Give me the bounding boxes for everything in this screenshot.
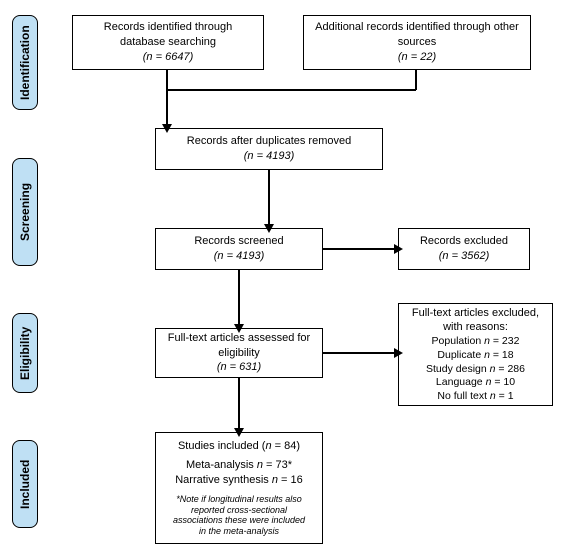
stage-included: Included: [12, 440, 38, 528]
box-count: (n = 22): [398, 50, 436, 65]
stage-screening: Screening: [12, 158, 38, 266]
exclusion-reason: Population n = 232: [426, 335, 525, 349]
box-count: (n = 631): [217, 360, 261, 375]
meta-analysis-line: Meta-analysis n = 73*: [186, 458, 292, 473]
box-count: (n = 4193): [214, 249, 265, 264]
exclusion-reason: Study design n = 286: [426, 363, 525, 377]
box-fulltext-excluded: Full-text articles excluded, with reason…: [398, 303, 553, 406]
exclusion-reason: No full text n = 1: [426, 390, 525, 404]
box-other-sources: Additional records identified through ot…: [303, 15, 531, 70]
box-title: Records screened: [194, 234, 283, 249]
box-title: Full-text articles excluded, with reason…: [407, 306, 544, 336]
box-title: Additional records identified through ot…: [312, 20, 522, 50]
stage-identification: Identification: [12, 15, 38, 110]
exclusion-reason: Duplicate n = 18: [426, 349, 525, 363]
box-db-search: Records identified through database sear…: [72, 15, 264, 70]
box-count: (n = 3562): [439, 249, 490, 264]
box-title: Full-text articles assessed for eligibil…: [164, 331, 314, 361]
box-records-screened: Records screened (n = 4193): [155, 228, 323, 270]
box-records-excluded: Records excluded (n = 3562): [398, 228, 530, 270]
stage-eligibility: Eligibility: [12, 313, 38, 393]
included-note: *Note if longitudinal results also repor…: [169, 494, 309, 537]
box-title: Records after duplicates removed: [187, 134, 351, 149]
box-after-duplicates: Records after duplicates removed (n = 41…: [155, 128, 383, 170]
box-studies-included: Studies included (n = 84) Meta-analysis …: [155, 432, 323, 544]
exclusion-reason: Language n = 10: [426, 376, 525, 390]
exclusion-reasons: Population n = 232Duplicate n = 18Study …: [426, 335, 525, 403]
box-title: Records excluded: [420, 234, 508, 249]
box-count: (n = 6647): [143, 50, 194, 65]
box-title: Records identified through database sear…: [81, 20, 255, 50]
narrative-line: Narrative synthesis n = 16: [175, 473, 303, 488]
box-fulltext-assessed: Full-text articles assessed for eligibil…: [155, 328, 323, 378]
box-count: (n = 4193): [244, 149, 295, 164]
box-title: Studies included (n = 84): [178, 439, 300, 454]
